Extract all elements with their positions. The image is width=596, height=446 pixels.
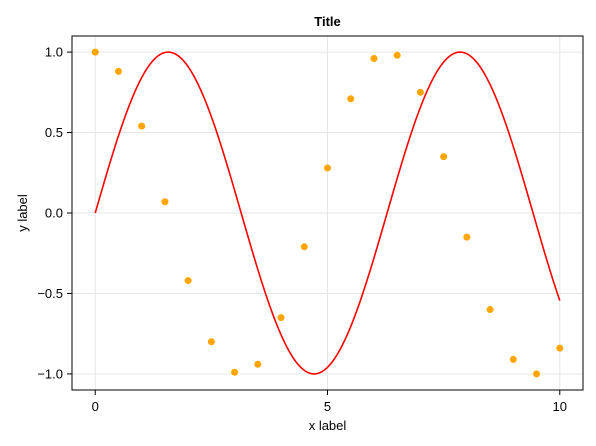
scatter-point [231, 368, 239, 376]
scatter-point [91, 48, 99, 56]
scatter-point [114, 67, 122, 75]
chart-title: Title [314, 14, 341, 29]
scatter-point [556, 344, 564, 352]
scatter-point [184, 277, 192, 285]
y-tick-label: 0.5 [45, 125, 63, 140]
scatter-point [533, 370, 541, 378]
scatter-point [416, 88, 424, 96]
scatter-point [347, 95, 355, 103]
x-tick-label: 10 [553, 399, 567, 414]
y-tick-label: −1.0 [37, 366, 63, 381]
sine-line [94, 51, 561, 375]
x-axis-label: x label [309, 418, 347, 433]
y-axis-label: y label [15, 194, 30, 232]
scatter-point [277, 314, 285, 322]
scatter-point [486, 306, 494, 314]
scatter-point [509, 355, 517, 363]
scatter-point [370, 55, 378, 63]
x-tick-label: 0 [92, 399, 99, 414]
scatter-point [440, 153, 448, 161]
scatter-point [138, 122, 146, 130]
scatter-point [207, 338, 215, 346]
y-tick-label: −0.5 [37, 286, 63, 301]
x-tick-label: 5 [324, 399, 331, 414]
scatter-point [161, 198, 169, 206]
grid [72, 36, 583, 390]
series-layer [91, 48, 564, 378]
scatter-point [393, 51, 401, 59]
y-tick-label: 1.0 [45, 45, 63, 60]
scatter-point [254, 360, 262, 368]
scatter-point [300, 243, 308, 251]
scatter-point [463, 233, 471, 241]
ticks: 0 5 10 −1.0 −0.5 0.0 0.5 1.0 [37, 45, 567, 414]
y-tick-label: 0.0 [45, 206, 63, 221]
scatter-point [324, 164, 331, 172]
